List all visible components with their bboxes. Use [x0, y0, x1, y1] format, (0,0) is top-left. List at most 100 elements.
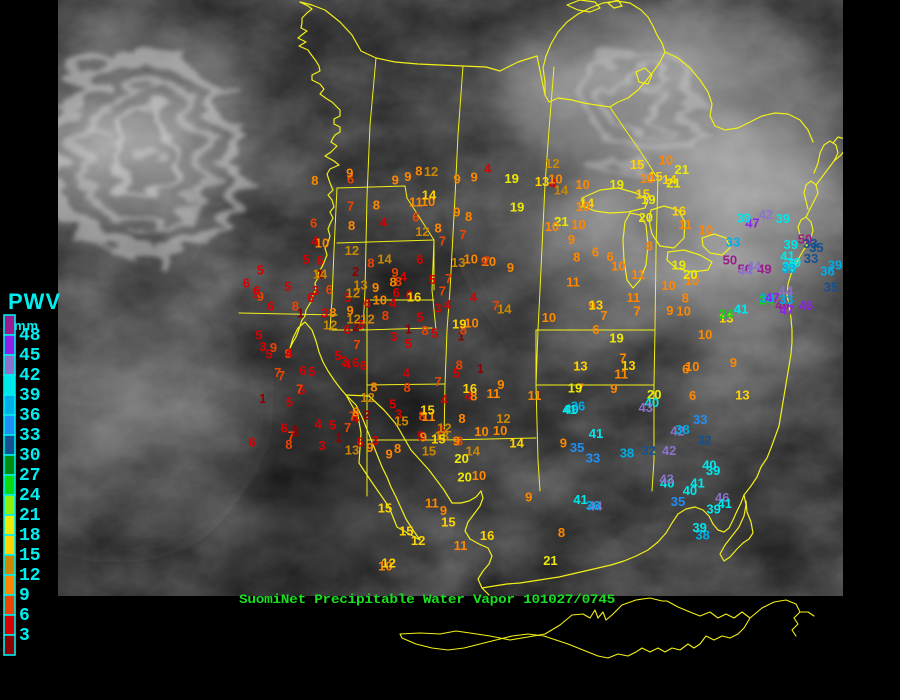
svg-text:21: 21 [666, 175, 680, 190]
svg-text:10: 10 [576, 199, 590, 214]
svg-text:8: 8 [329, 305, 336, 320]
svg-text:39: 39 [692, 520, 706, 535]
svg-text:11: 11 [631, 267, 645, 282]
svg-text:13: 13 [573, 359, 587, 374]
svg-text:8: 8 [682, 291, 689, 306]
svg-text:7: 7 [445, 271, 452, 286]
svg-text:8: 8 [465, 209, 472, 224]
svg-text:6: 6 [416, 252, 423, 267]
svg-text:35: 35 [824, 280, 838, 295]
svg-text:6: 6 [326, 282, 333, 297]
svg-text:6: 6 [267, 298, 274, 313]
svg-text:6: 6 [253, 283, 260, 298]
svg-text:33: 33 [19, 426, 41, 446]
svg-text:12: 12 [411, 533, 425, 548]
svg-text:6: 6 [360, 358, 367, 373]
svg-text:12: 12 [381, 555, 395, 570]
svg-text:6: 6 [682, 362, 689, 377]
svg-text:13: 13 [451, 255, 465, 270]
svg-text:9: 9 [730, 355, 737, 370]
svg-text:36: 36 [586, 498, 600, 513]
svg-text:8: 8 [422, 323, 429, 338]
svg-text:43: 43 [659, 472, 673, 487]
svg-text:1: 1 [259, 391, 266, 406]
svg-text:15: 15 [378, 500, 392, 515]
svg-text:10: 10 [464, 316, 478, 331]
svg-text:9: 9 [404, 169, 411, 184]
svg-text:10: 10 [611, 259, 625, 274]
svg-text:10: 10 [698, 327, 712, 342]
svg-text:41: 41 [690, 475, 704, 490]
svg-text:4: 4 [311, 233, 319, 248]
svg-text:5: 5 [284, 279, 291, 294]
svg-text:10: 10 [571, 217, 585, 232]
svg-text:7: 7 [634, 303, 641, 318]
svg-text:24: 24 [719, 306, 734, 321]
svg-text:5: 5 [389, 396, 396, 411]
svg-text:36: 36 [19, 406, 41, 426]
svg-text:38: 38 [675, 422, 689, 437]
svg-text:3: 3 [390, 329, 397, 344]
svg-text:12: 12 [545, 156, 559, 171]
svg-text:5: 5 [329, 418, 336, 433]
svg-text:41: 41 [562, 402, 576, 417]
svg-text:11: 11 [454, 538, 468, 553]
svg-text:39: 39 [776, 211, 790, 226]
svg-text:5: 5 [429, 272, 436, 287]
svg-text:6: 6 [243, 276, 250, 291]
svg-text:7: 7 [296, 381, 303, 396]
svg-text:5: 5 [308, 364, 315, 379]
svg-text:19: 19 [609, 330, 623, 345]
svg-text:6: 6 [592, 322, 599, 337]
svg-text:9: 9 [666, 303, 673, 318]
svg-text:10: 10 [545, 219, 559, 234]
svg-text:44: 44 [738, 263, 753, 278]
svg-text:9: 9 [453, 204, 460, 219]
svg-text:30: 30 [19, 446, 41, 466]
svg-text:7: 7 [347, 199, 354, 214]
svg-text:7: 7 [459, 227, 466, 242]
svg-text:9: 9 [346, 166, 353, 181]
svg-text:14: 14 [497, 301, 512, 316]
svg-text:5: 5 [303, 252, 310, 267]
svg-text:3: 3 [434, 301, 441, 316]
svg-text:11: 11 [614, 366, 628, 381]
svg-text:4: 4 [470, 290, 478, 305]
svg-text:4: 4 [484, 161, 492, 176]
svg-text:9: 9 [366, 440, 373, 455]
svg-text:5: 5 [405, 336, 412, 351]
svg-text:33: 33 [726, 234, 740, 249]
svg-text:32: 32 [642, 443, 656, 458]
svg-text:9: 9 [386, 447, 393, 462]
svg-text:27: 27 [19, 466, 41, 486]
svg-text:8: 8 [348, 218, 355, 233]
svg-text:39: 39 [19, 386, 41, 406]
svg-text:19: 19 [568, 381, 582, 396]
svg-text:11: 11 [487, 386, 501, 401]
svg-text:33: 33 [586, 451, 600, 466]
svg-text:15: 15 [19, 546, 41, 566]
svg-text:7: 7 [274, 365, 281, 380]
svg-text:6: 6 [412, 210, 419, 225]
svg-text:8: 8 [456, 358, 463, 373]
svg-text:8: 8 [311, 173, 318, 188]
svg-text:7: 7 [483, 253, 490, 268]
svg-text:8: 8 [390, 274, 397, 289]
svg-text:10: 10 [659, 153, 673, 168]
svg-text:11: 11 [678, 217, 692, 232]
svg-text:41: 41 [780, 248, 794, 263]
svg-text:13: 13 [589, 298, 603, 313]
svg-text:8: 8 [292, 299, 299, 314]
svg-text:19: 19 [641, 192, 655, 207]
svg-text:19: 19 [510, 200, 524, 215]
svg-text:4: 4 [403, 366, 411, 381]
svg-text:19: 19 [610, 177, 624, 192]
svg-text:6: 6 [307, 290, 314, 305]
svg-text:PWV: PWV [8, 289, 61, 314]
svg-text:12: 12 [360, 390, 374, 405]
svg-text:8: 8 [646, 238, 653, 253]
svg-text:16: 16 [480, 528, 494, 543]
svg-text:12: 12 [345, 243, 359, 258]
svg-text:42: 42 [759, 207, 773, 222]
svg-text:6: 6 [249, 435, 256, 450]
